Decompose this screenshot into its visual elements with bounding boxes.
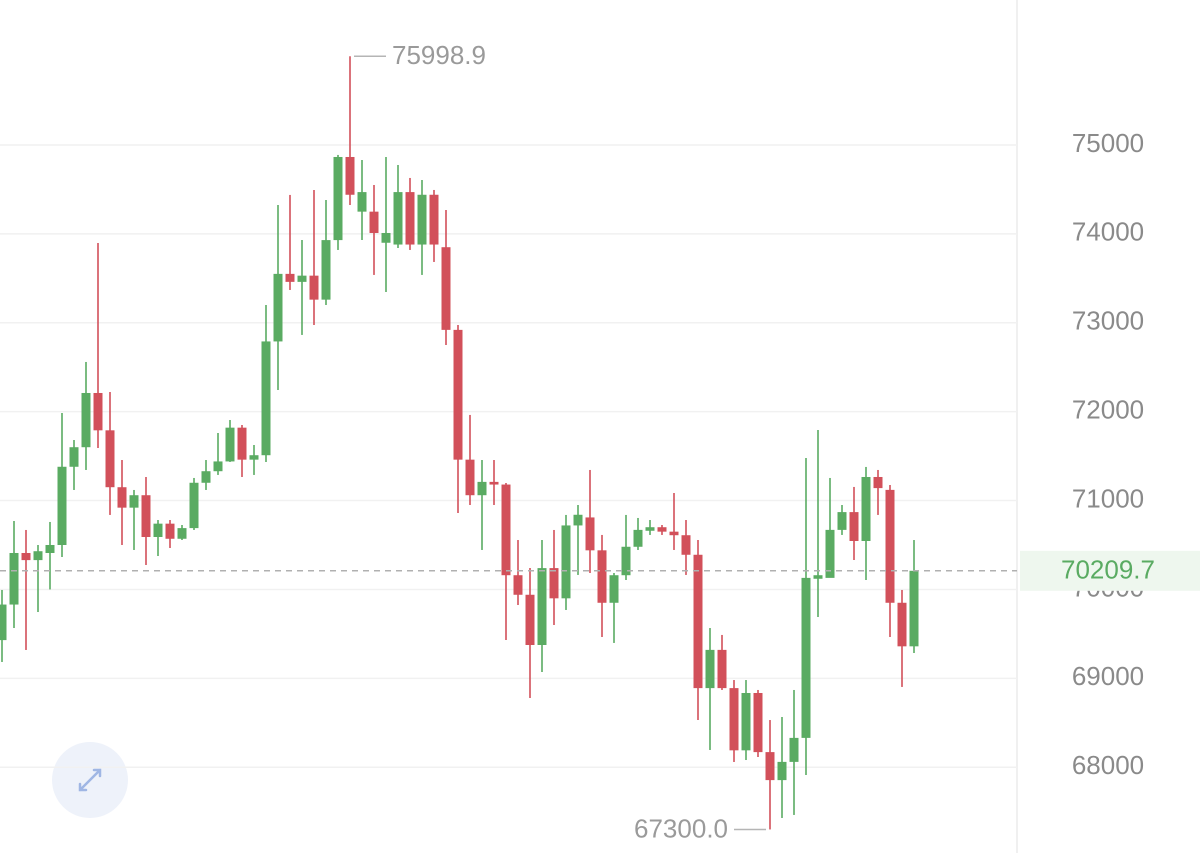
candle-body	[441, 247, 451, 330]
expand-button[interactable]	[52, 742, 128, 818]
candle-body	[633, 529, 643, 547]
candle-body	[297, 275, 307, 282]
candle-body	[717, 649, 727, 689]
y-tick-label: 73000	[1072, 306, 1144, 336]
candle-body	[777, 761, 787, 781]
candle-body	[837, 512, 847, 530]
candle-body	[597, 550, 607, 603]
last-price-badge	[1020, 550, 1200, 591]
candle-body	[825, 529, 835, 578]
candle-body	[117, 487, 127, 508]
candle-body	[381, 232, 391, 243]
candle-body	[333, 156, 343, 241]
candle-body	[189, 482, 199, 529]
candle-body	[729, 688, 739, 751]
candle-body	[273, 273, 283, 342]
candle-body	[465, 459, 475, 496]
candle-body	[261, 341, 271, 456]
candle-body	[501, 484, 511, 576]
candle-body	[105, 430, 115, 488]
candle-body	[405, 192, 415, 245]
candle-body	[141, 495, 151, 537]
candle-body	[357, 192, 367, 212]
candle-body	[693, 554, 703, 689]
candle-body	[621, 546, 631, 576]
candle-body	[201, 471, 211, 483]
expand-icon[interactable]	[78, 768, 102, 792]
candle-body	[657, 527, 667, 532]
candle-body	[765, 752, 775, 781]
candle-body	[753, 692, 763, 753]
candle-body	[81, 392, 91, 448]
y-tick-label: 75000	[1072, 128, 1144, 158]
candle-body	[801, 577, 811, 738]
candle-body	[873, 476, 883, 489]
candle-body	[561, 525, 571, 599]
candle-body	[129, 495, 139, 508]
candle-body	[861, 476, 871, 541]
candle-body	[477, 481, 487, 496]
candle-body	[681, 535, 691, 555]
candle-body	[417, 194, 427, 245]
y-tick-label: 72000	[1072, 395, 1144, 425]
candle-body	[549, 568, 559, 599]
candle-body	[489, 481, 499, 485]
candle-body	[885, 489, 895, 603]
y-tick-label: 68000	[1072, 750, 1144, 780]
y-tick-label: 69000	[1072, 661, 1144, 691]
candle-body	[213, 461, 223, 472]
high-marker-label: 75998.9	[392, 40, 486, 70]
candle-body	[513, 575, 523, 595]
candle-body	[429, 194, 439, 245]
candle-body	[909, 570, 919, 647]
candle-body	[741, 692, 751, 751]
candle-body	[0, 604, 7, 641]
candle-body	[585, 517, 595, 551]
candle-body	[237, 427, 247, 460]
candle-body	[849, 512, 859, 541]
low-marker-label: 67300.0	[634, 813, 728, 843]
candle-body	[321, 240, 331, 300]
candle-body	[393, 192, 403, 245]
candle-body	[789, 737, 799, 762]
candle-body	[897, 602, 907, 647]
candle-body	[345, 156, 355, 195]
candle-body	[669, 531, 679, 536]
y-tick-label: 71000	[1072, 483, 1144, 513]
candle-body	[453, 329, 463, 460]
candle-body	[9, 552, 19, 605]
candle-body	[93, 392, 103, 431]
last-price-label: 70209.7	[1061, 555, 1155, 585]
candle-body	[705, 649, 715, 689]
candle-body	[57, 466, 67, 545]
candle-body	[45, 544, 55, 553]
candle-body	[225, 427, 235, 462]
candle-body	[177, 528, 187, 539]
candle-body	[525, 594, 535, 645]
candle-body	[165, 523, 175, 539]
candle-body	[573, 514, 583, 526]
candle-body	[285, 273, 295, 282]
candle-body	[609, 575, 619, 603]
candle-body	[813, 575, 823, 579]
candle-body	[645, 527, 655, 531]
candle-body	[21, 552, 31, 561]
candle-body	[153, 523, 163, 537]
candle-body	[33, 551, 43, 561]
candle-body	[369, 211, 379, 233]
y-tick-label: 74000	[1072, 217, 1144, 247]
candle-body	[309, 275, 319, 300]
candle-body	[249, 455, 259, 460]
candle-body	[69, 447, 79, 467]
candle-body	[537, 568, 547, 645]
